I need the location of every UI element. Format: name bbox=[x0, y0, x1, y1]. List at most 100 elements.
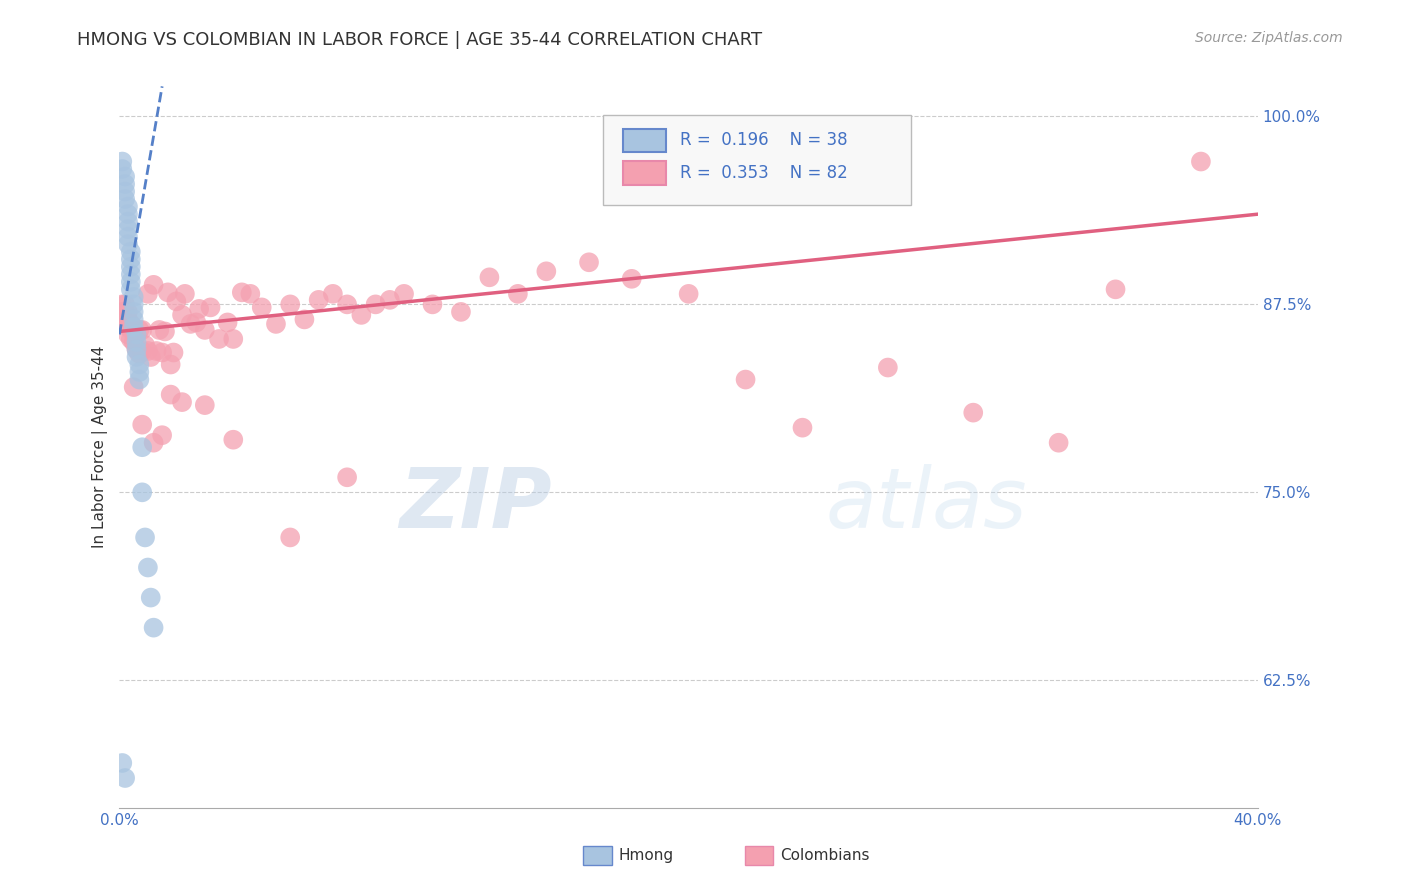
Text: R =  0.196    N = 38: R = 0.196 N = 38 bbox=[679, 131, 848, 150]
Point bbox=[142, 277, 165, 292]
Text: Source: ZipAtlas.com: Source: ZipAtlas.com bbox=[1195, 31, 1343, 45]
Point bbox=[120, 244, 142, 259]
Point bbox=[422, 297, 444, 311]
Point bbox=[111, 162, 134, 177]
Point bbox=[1104, 282, 1126, 296]
Point bbox=[364, 297, 387, 311]
Point bbox=[278, 531, 301, 545]
Point bbox=[120, 332, 142, 346]
Point bbox=[136, 560, 159, 574]
Point bbox=[122, 297, 145, 311]
Point bbox=[159, 358, 181, 372]
Point bbox=[278, 297, 301, 311]
Point bbox=[180, 317, 202, 331]
FancyBboxPatch shape bbox=[623, 161, 666, 185]
Point bbox=[194, 398, 217, 412]
Point bbox=[136, 286, 159, 301]
Point bbox=[239, 286, 262, 301]
FancyBboxPatch shape bbox=[623, 129, 666, 152]
Point bbox=[134, 531, 156, 545]
Point bbox=[122, 290, 145, 304]
Point bbox=[131, 343, 153, 358]
Point bbox=[165, 294, 187, 309]
Point bbox=[125, 343, 148, 357]
Point bbox=[876, 360, 898, 375]
Point bbox=[145, 343, 167, 358]
Point bbox=[128, 323, 150, 337]
Point bbox=[792, 420, 814, 434]
Point bbox=[128, 373, 150, 387]
Point bbox=[111, 297, 134, 311]
Point bbox=[222, 433, 245, 447]
Point bbox=[131, 440, 153, 454]
Point bbox=[111, 154, 134, 169]
Point bbox=[111, 756, 134, 770]
Point bbox=[117, 207, 139, 221]
Point bbox=[117, 200, 139, 214]
Point bbox=[506, 286, 529, 301]
Point bbox=[136, 343, 159, 358]
Point bbox=[114, 297, 136, 311]
Point bbox=[114, 185, 136, 199]
Point bbox=[142, 621, 165, 635]
Point bbox=[128, 365, 150, 379]
Point bbox=[962, 406, 984, 420]
Point bbox=[159, 387, 181, 401]
Point bbox=[200, 301, 222, 315]
Point bbox=[128, 358, 150, 372]
Point bbox=[125, 327, 148, 342]
Point bbox=[117, 327, 139, 342]
Point bbox=[120, 260, 142, 274]
Point bbox=[117, 237, 139, 252]
Point bbox=[122, 380, 145, 394]
Point bbox=[322, 286, 344, 301]
Point bbox=[174, 286, 197, 301]
Text: atlas: atlas bbox=[825, 465, 1026, 545]
Text: ZIP: ZIP bbox=[399, 465, 553, 545]
Point bbox=[122, 323, 145, 337]
Point bbox=[222, 332, 245, 346]
Bar bbox=[745, 846, 773, 865]
Point bbox=[336, 297, 359, 311]
Point bbox=[125, 334, 148, 349]
Point bbox=[120, 275, 142, 289]
Point bbox=[122, 305, 145, 319]
Point bbox=[114, 192, 136, 206]
Point bbox=[392, 286, 415, 301]
Point bbox=[162, 345, 184, 359]
Point bbox=[114, 305, 136, 319]
Point bbox=[114, 169, 136, 184]
Point bbox=[125, 350, 148, 364]
Point bbox=[208, 332, 231, 346]
Point bbox=[186, 315, 208, 329]
Point bbox=[350, 308, 373, 322]
Point bbox=[734, 373, 756, 387]
Point bbox=[139, 350, 162, 364]
Text: Hmong: Hmong bbox=[619, 848, 673, 863]
Point bbox=[150, 428, 173, 442]
Point bbox=[128, 347, 150, 361]
Point bbox=[120, 268, 142, 282]
Point bbox=[117, 305, 139, 319]
Point bbox=[264, 317, 287, 331]
Bar bbox=[583, 846, 612, 865]
Point bbox=[148, 323, 170, 337]
Point bbox=[139, 591, 162, 605]
Text: Colombians: Colombians bbox=[780, 848, 870, 863]
Point bbox=[336, 470, 359, 484]
Point bbox=[170, 308, 193, 322]
Point bbox=[131, 485, 153, 500]
Point bbox=[131, 323, 153, 337]
Point bbox=[111, 312, 134, 326]
Point bbox=[142, 435, 165, 450]
Point bbox=[308, 293, 330, 307]
Point bbox=[114, 177, 136, 191]
Point bbox=[217, 315, 239, 329]
Point bbox=[117, 312, 139, 326]
Point bbox=[153, 325, 176, 339]
Y-axis label: In Labor Force | Age 35-44: In Labor Force | Age 35-44 bbox=[93, 346, 108, 549]
Text: R =  0.353    N = 82: R = 0.353 N = 82 bbox=[679, 164, 848, 182]
Point bbox=[170, 395, 193, 409]
Point bbox=[117, 320, 139, 334]
Point bbox=[536, 264, 558, 278]
